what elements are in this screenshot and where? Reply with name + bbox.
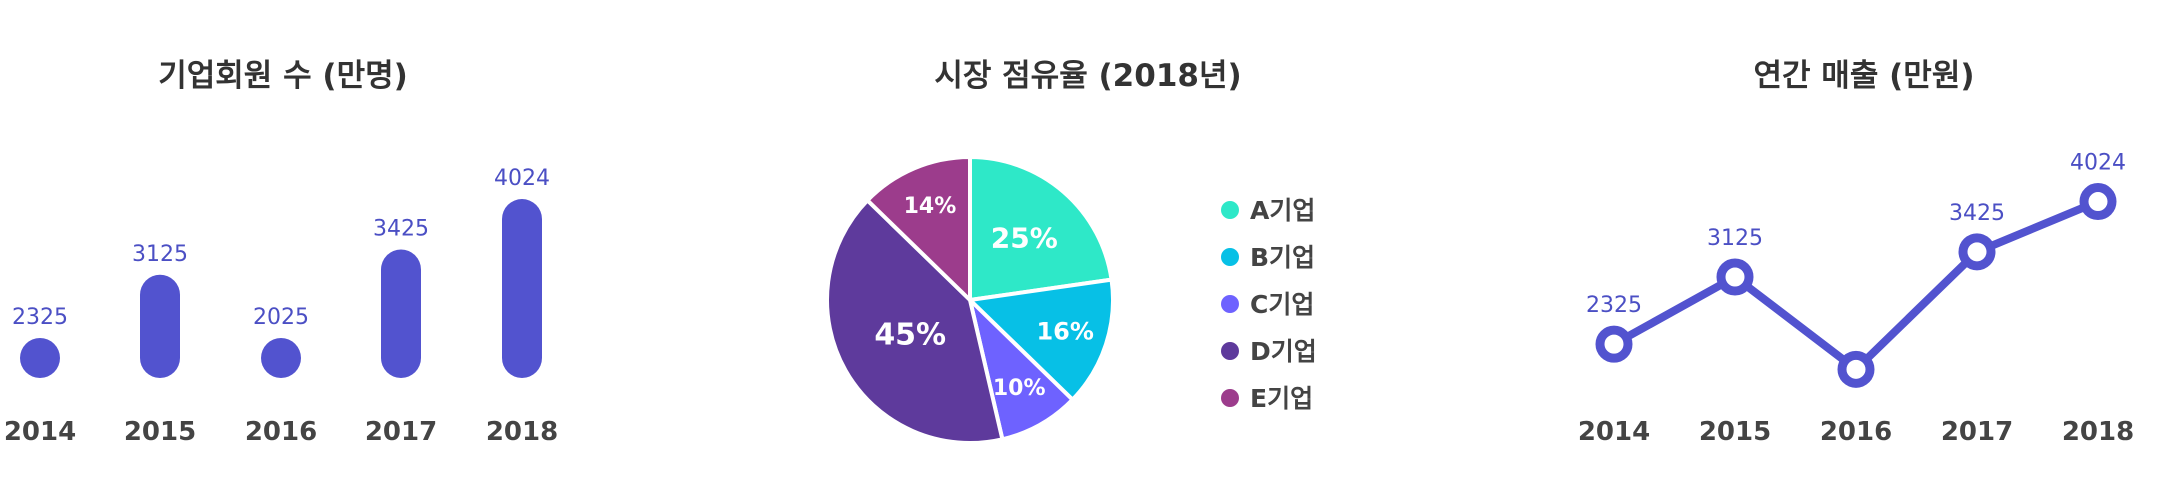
x-tick-label: 2016 <box>1820 417 1892 447</box>
line-point-2015 <box>1716 258 1754 296</box>
x-tick-label: 2017 <box>1941 417 2013 447</box>
members-chart-title: 기업회원 수 (만명) <box>158 58 408 94</box>
x-tick-label: 2017 <box>365 417 437 447</box>
pie-slice-A기업 <box>968 154 1114 303</box>
bar-2014 <box>20 338 60 378</box>
line-point-2014 <box>1595 325 1633 363</box>
line-value-label: 2325 <box>1586 293 1642 318</box>
line-value-label: 4024 <box>2070 151 2126 176</box>
legend-swatch <box>1221 201 1239 219</box>
revenue-chart-title: 연간 매출 (만원) <box>1753 58 1974 94</box>
x-tick-label: 2014 <box>4 417 76 447</box>
pie-slice-D기업 <box>825 197 1005 445</box>
x-tick-label: 2018 <box>2062 417 2134 447</box>
pie-slice-B기업 <box>965 277 1115 403</box>
revenue-line <box>1612 197 2100 374</box>
bar-value-label: 2025 <box>253 305 309 330</box>
legend-entry: A기업 <box>1250 196 1315 225</box>
revenue-line-chart: 연간 매출 (만원) 2325 2014 3125 2015 2016 3425 2017 4… <box>1578 58 2134 447</box>
pie-slice-label: 16% <box>1036 318 1093 346</box>
pie-legend: A기업 B기업 C기업 D기업 E기업 <box>1221 196 1317 413</box>
x-tick-label: 2015 <box>124 417 196 447</box>
legend-swatch <box>1221 389 1239 407</box>
legend-swatch <box>1221 248 1239 266</box>
bar-value-label: 3125 <box>132 242 188 267</box>
legend-swatch <box>1221 295 1239 313</box>
x-tick-label: 2016 <box>245 417 317 447</box>
x-tick-label: 2018 <box>486 417 558 447</box>
pie-slice-label: 14% <box>904 194 957 219</box>
bar-2018 <box>502 199 542 378</box>
line-point-2018 <box>2079 183 2117 221</box>
line-value-label: 3425 <box>1949 201 2005 226</box>
legend-entry: D기업 <box>1250 337 1317 366</box>
line-point-2017 <box>1958 233 1996 271</box>
pie-slice-label: 25% <box>991 221 1058 254</box>
pie-slice-E기업 <box>864 154 972 305</box>
bar-2015 <box>140 274 180 378</box>
members-bar-chart: 기업회원 수 (만명) 2325 2014 3125 2015 2025 2016 3425… <box>4 58 558 447</box>
line-point-2016 <box>1837 350 1875 388</box>
market-share-pie-chart: 시장 점유율 (2018년) 25% 16% 10% 45% 14% A기업 B기업 C기업… <box>825 58 1317 445</box>
legend-entry: B기업 <box>1250 243 1315 272</box>
legend-entry: C기업 <box>1250 290 1314 319</box>
bar-value-label: 3425 <box>373 217 429 242</box>
bar-value-label: 2325 <box>12 305 68 330</box>
pie-slice-label: 45% <box>874 318 946 353</box>
market-share-chart-title: 시장 점유율 (2018년) <box>934 58 1241 94</box>
bar-2016 <box>261 338 301 378</box>
pie-slice-label: 10% <box>993 376 1046 401</box>
legend-entry: E기업 <box>1250 384 1313 413</box>
legend-swatch <box>1221 342 1239 360</box>
bar-2017 <box>381 249 421 378</box>
x-tick-label: 2015 <box>1699 417 1771 447</box>
x-tick-label: 2014 <box>1578 417 1650 447</box>
line-value-label: 3125 <box>1707 226 1763 251</box>
bar-value-label: 4024 <box>494 166 550 191</box>
